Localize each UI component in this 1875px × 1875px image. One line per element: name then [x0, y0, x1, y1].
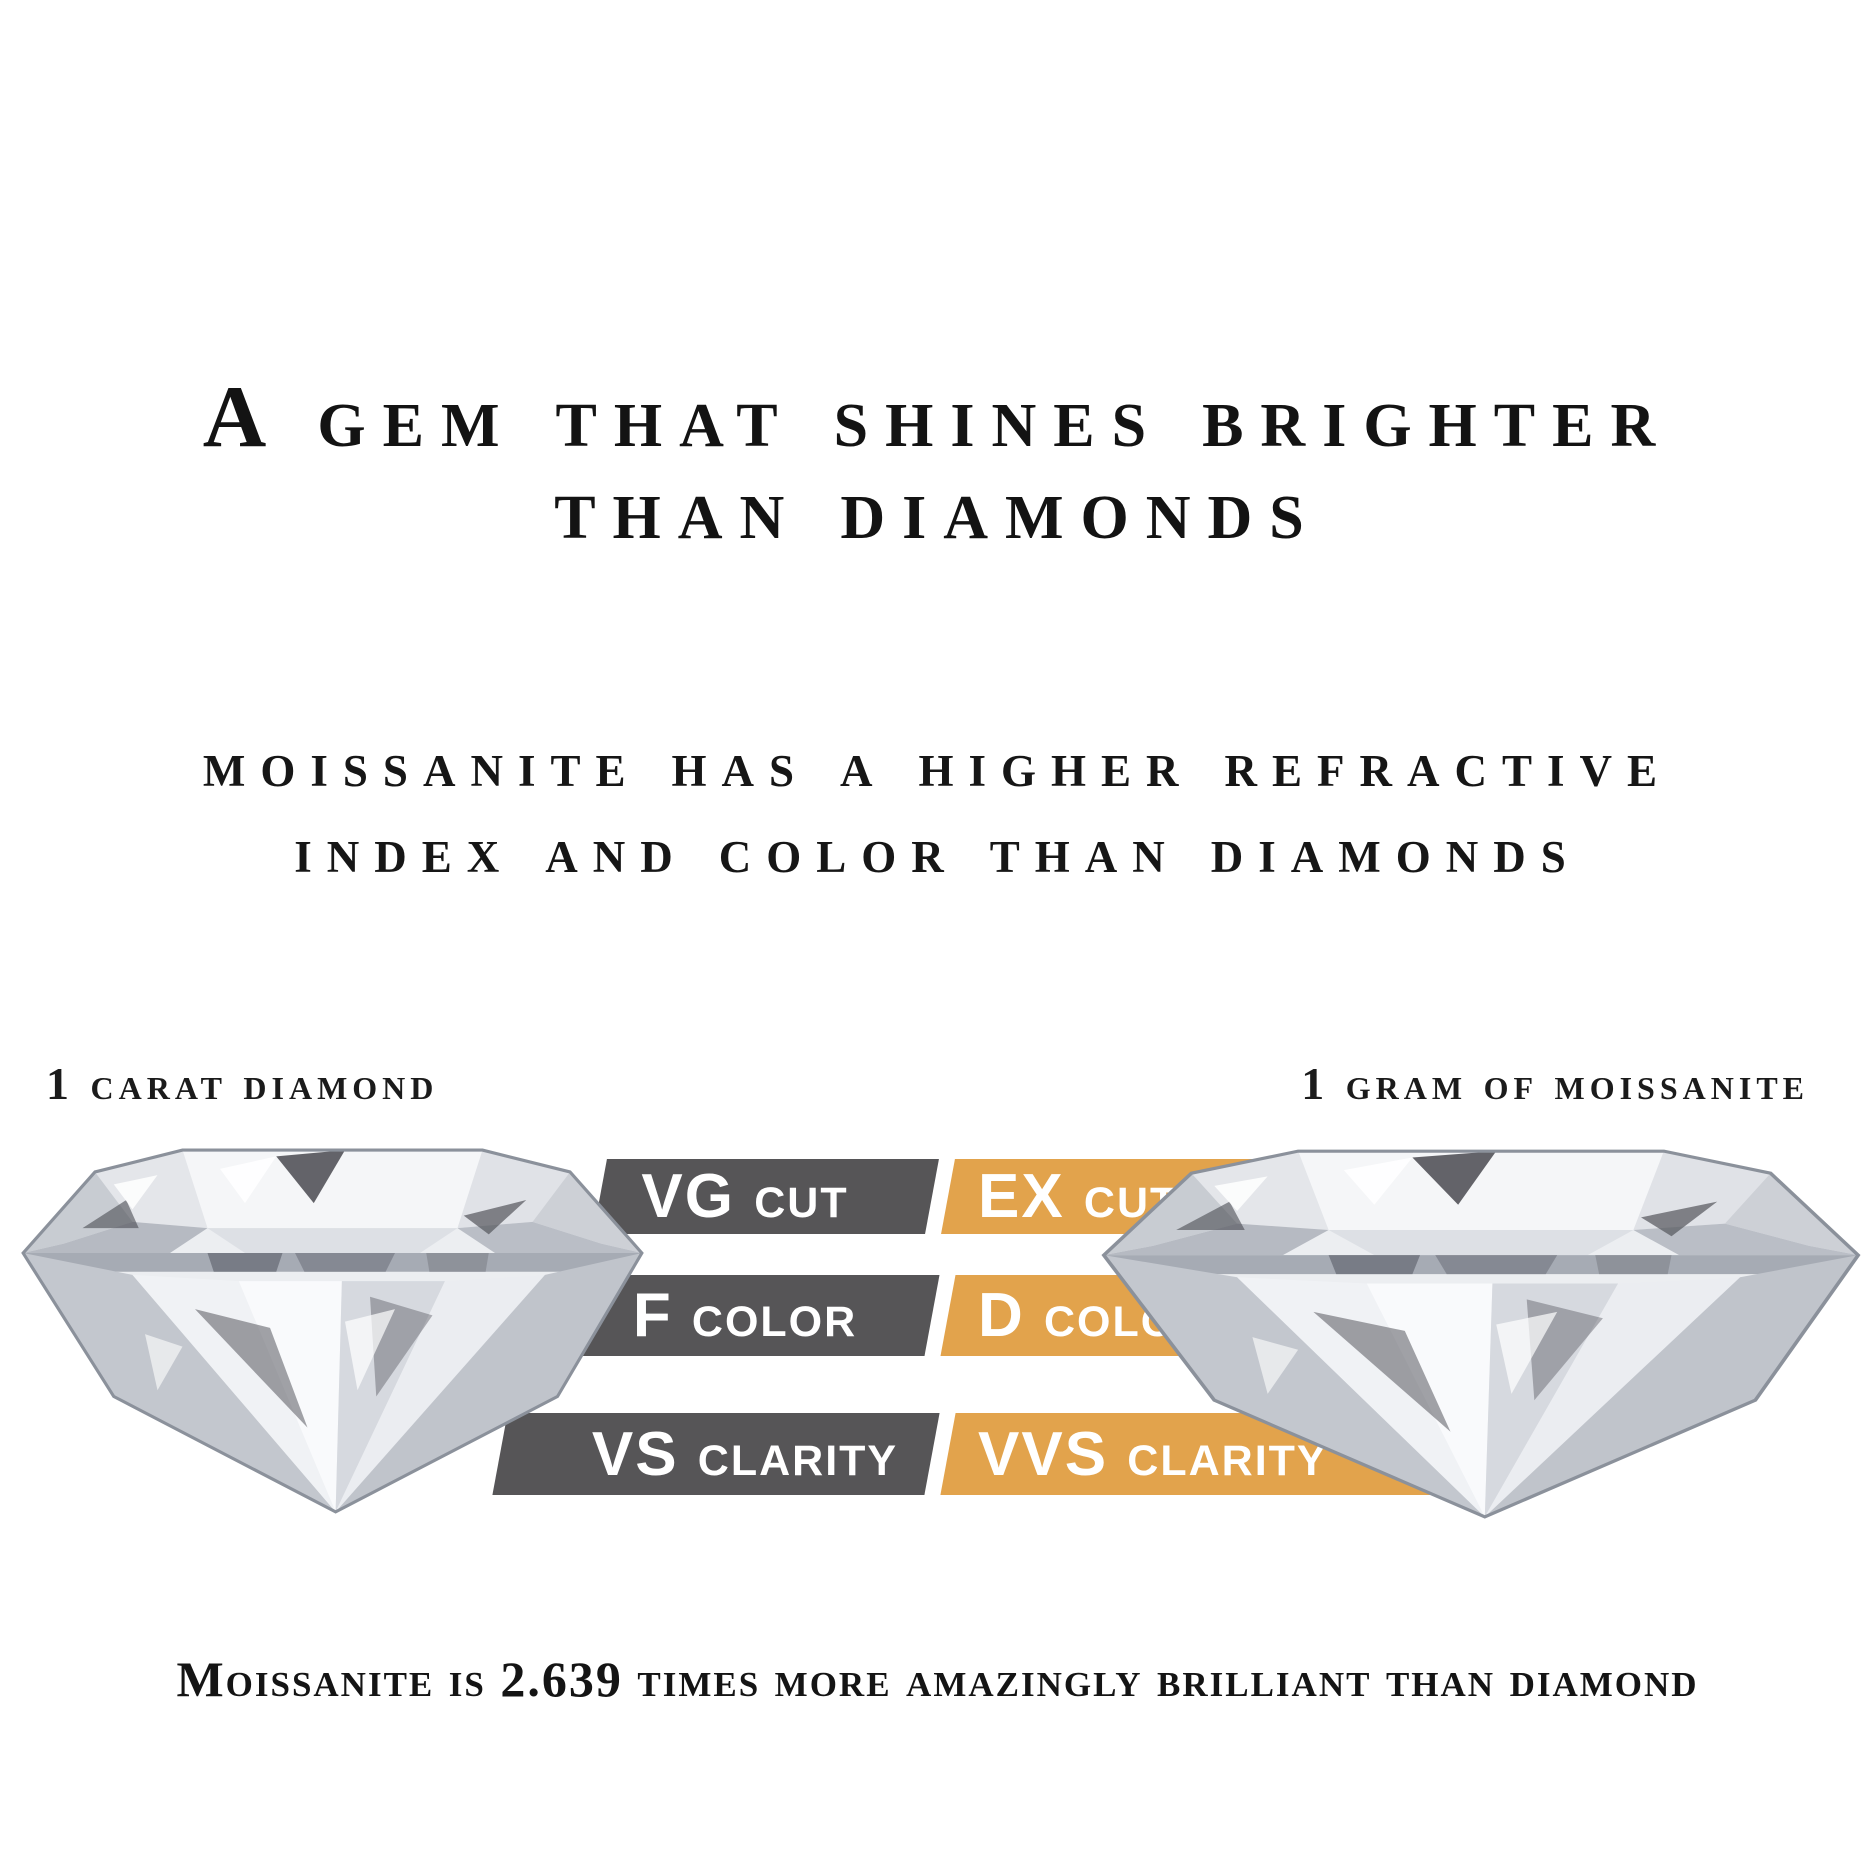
comparison-row-cut: VG cut EX cut	[0, 1159, 1875, 1234]
diamond-grade-label: VS clarity	[591, 1419, 899, 1489]
moissanite-grade-label: VVS clarity	[978, 1419, 1328, 1489]
title-line-1: A gem that shines brighter	[202, 369, 1673, 466]
diamond-facets	[21, 1148, 644, 1514]
left-gem-label: 1 carat diamond	[46, 1058, 439, 1109]
subtitle-line-2: index and color than diamonds	[294, 815, 1581, 886]
footer-note: Moissanite is 2.639 times more amazingly…	[176, 1651, 1699, 1707]
comparison-row-clarity: VS clarity VVS clarity	[0, 1413, 1875, 1495]
right-moissanite-image	[1101, 1149, 1861, 1519]
page-title: A gem that shines brighter than diamonds	[0, 372, 1875, 556]
diamond-grade-label: VG cut	[641, 1162, 849, 1231]
right-gem-label: 1 gram of moissanite	[1301, 1058, 1809, 1109]
subtitle: moissanite has a higher refractive index…	[0, 722, 1875, 894]
diamond-grade-label: F color	[632, 1281, 858, 1350]
subtitle-line-1: moissanite has a higher refractive	[202, 729, 1673, 800]
left-diamond-image	[21, 1148, 644, 1514]
title-line-2: than diamonds	[554, 461, 1321, 558]
